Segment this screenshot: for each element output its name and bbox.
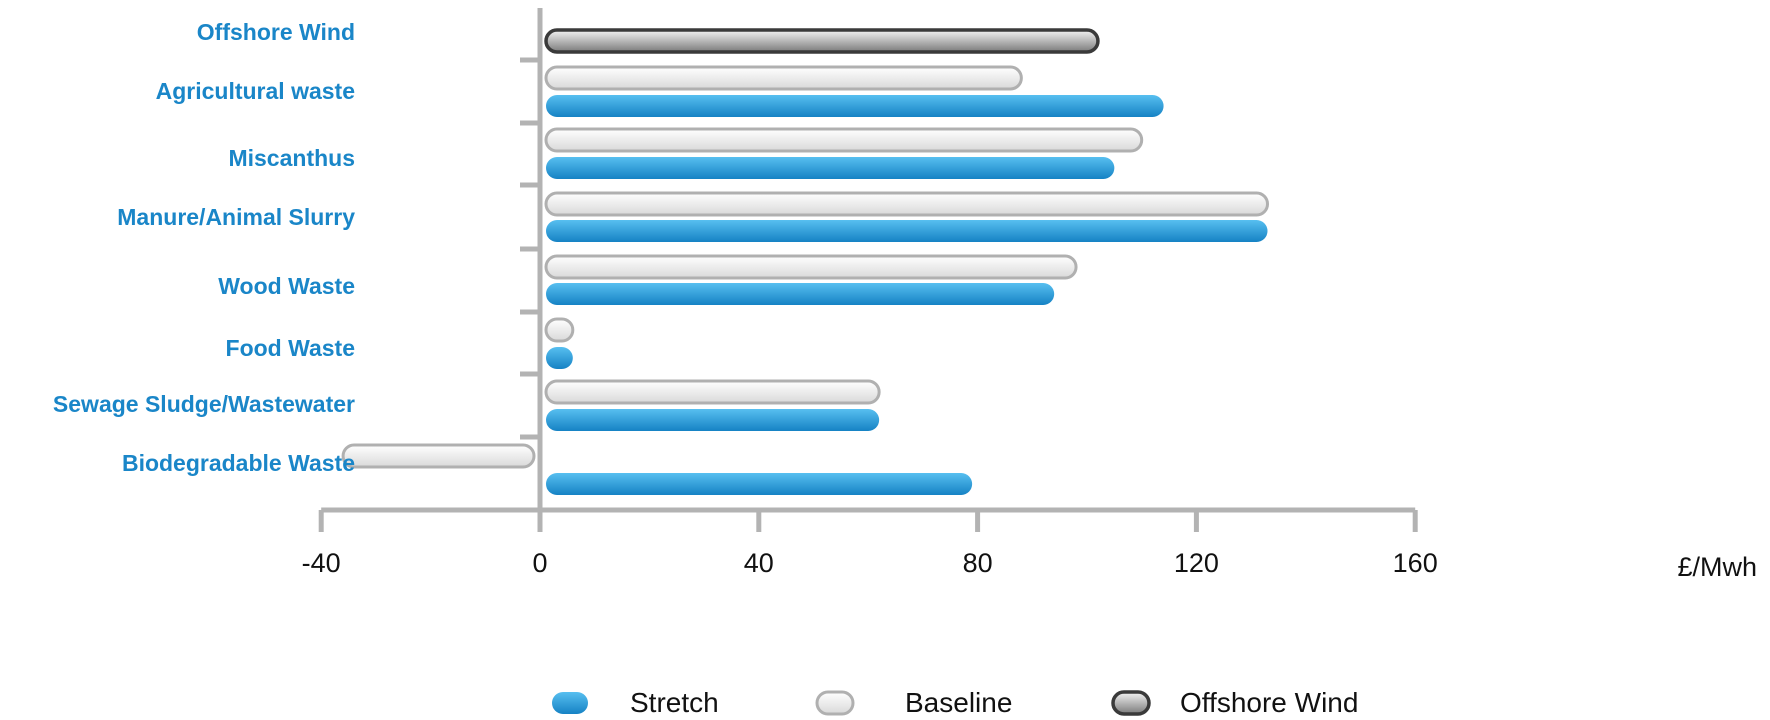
bar-stretch-1 [546,95,1164,117]
bar-stretch-6 [546,409,880,431]
legend-swatch-stretch [552,692,588,714]
category-label: Biodegradable Waste [122,450,355,476]
bar-stretch-5 [546,347,573,369]
x-tick-label: 160 [1393,548,1438,578]
category-label: Agricultural waste [156,78,355,104]
bar-baseline-2 [544,127,1144,153]
bar-baseline-7 [341,443,536,469]
labels-layer: Offshore Wind Agricultural waste Miscanthu… [53,19,1757,582]
legend: Stretch Baseline Offshore Wind [552,687,1358,718]
category-label: Wood Waste [218,273,355,299]
axes-layer [318,8,1418,532]
category-label: Miscanthus [228,145,355,171]
category-label: Food Waste [226,335,355,361]
x-unit-label: £/Mwh [1677,552,1757,582]
legend-swatch-baseline [815,690,855,716]
legend-swatch-offshore-wind [1111,690,1151,716]
bar-stretch-3 [546,220,1268,242]
legend-label-offshore-wind: Offshore Wind [1180,687,1358,718]
bar-baseline-6 [544,379,881,405]
x-tick-label: 40 [744,548,774,578]
bar-baseline-4 [544,254,1078,280]
x-tick-label: 120 [1174,548,1219,578]
bar-stretch-4 [546,283,1055,305]
category-label: Sewage Sludge/Wastewater [53,391,355,417]
category-label: Manure/Animal Slurry [117,204,355,230]
x-tick-label: -40 [302,548,341,578]
legend-label-baseline: Baseline [905,687,1012,718]
bar-stretch-7 [546,473,973,495]
bar-baseline-1 [544,65,1023,91]
category-label: Offshore Wind [197,19,355,45]
legend-label-stretch: Stretch [630,687,719,718]
x-tick-label: 0 [532,548,547,578]
x-tick-label: 80 [963,548,993,578]
bar-offshore-wind-0 [544,28,1100,54]
bar-baseline-5 [544,317,575,343]
bar-baseline-3 [544,191,1270,217]
bars-layer [341,28,1270,495]
bar-stretch-2 [546,157,1115,179]
